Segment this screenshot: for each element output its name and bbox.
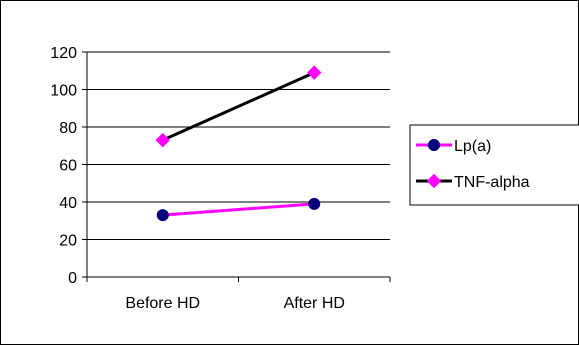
y-tick-label: 80	[59, 120, 77, 137]
series	[155, 65, 322, 222]
data-point	[307, 65, 322, 80]
legend-item: TNF-alpha	[416, 173, 530, 191]
y-tick-label: 20	[59, 233, 77, 250]
series-line	[162, 71, 315, 142]
legend: Lp(a) TNF-alpha	[409, 124, 579, 206]
x-tick-label: After HD	[284, 295, 345, 312]
data-point	[155, 132, 170, 148]
grid	[87, 51, 390, 240]
y-tick-label: 40	[59, 195, 77, 212]
y-tick-label: 0	[68, 270, 77, 287]
legend-marker-swatch	[428, 139, 440, 151]
series-tnf-alpha	[155, 65, 322, 148]
data-point	[308, 197, 321, 210]
series-line	[162, 202, 315, 217]
legend-marker-swatch	[426, 173, 442, 189]
data-point	[156, 209, 169, 222]
legend-item: Lp(a)	[416, 138, 491, 155]
x-tick-label: Before HD	[125, 295, 200, 312]
legend-label: TNF-alpha	[454, 174, 530, 191]
series-lp-a	[156, 197, 321, 222]
axes: 0 20 40 60 80 100 120 Before HD After HD	[50, 45, 391, 312]
y-tick-label: 100	[50, 83, 77, 100]
legend-label: Lp(a)	[454, 138, 491, 155]
y-tick-label: 120	[50, 45, 77, 62]
legend-box	[409, 124, 579, 206]
y-tick-label: 60	[59, 158, 77, 175]
